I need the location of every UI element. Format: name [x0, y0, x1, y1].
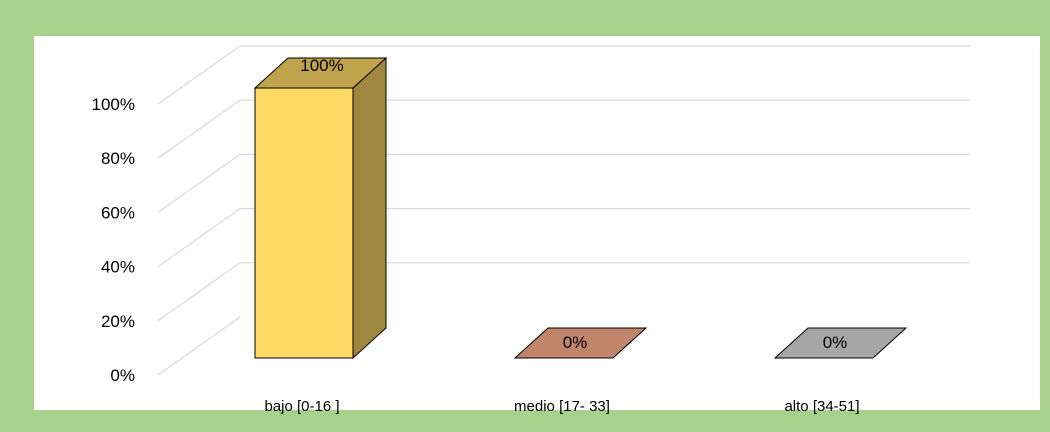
y-tick-label: 0%	[110, 366, 135, 385]
data-label: 100%	[300, 56, 343, 75]
gridline-side	[157, 208, 241, 268]
x-category-label: medio [17- 33]	[514, 398, 610, 415]
x-axis-categories: bajo [0-16 ] medio [17- 33] alto [34-51]	[264, 398, 859, 415]
gridline-side	[157, 45, 241, 105]
gridline-side	[157, 153, 241, 213]
bar-top	[773, 327, 908, 359]
bar-top	[253, 57, 388, 89]
x-category-label: alto [34-51]	[784, 398, 859, 415]
bar-top	[513, 327, 648, 359]
y-tick-label: 20%	[101, 312, 135, 331]
data-label: 0%	[823, 333, 848, 352]
bar-1	[253, 56, 388, 360]
data-labels: 100% 0% 0%	[300, 56, 847, 352]
bar-2	[513, 327, 648, 359]
bars	[253, 56, 908, 360]
data-label: 0%	[563, 333, 588, 352]
y-tick-label: 100%	[92, 95, 135, 114]
bar-side	[352, 56, 387, 360]
bar-3	[773, 327, 908, 359]
gridline-side	[157, 262, 241, 322]
gridline-side	[157, 99, 241, 159]
x-category-label: bajo [0-16 ]	[264, 398, 339, 415]
bar-front	[254, 87, 354, 359]
gridline-side	[157, 316, 241, 376]
y-tick-label: 60%	[101, 203, 135, 222]
y-tick-label: 80%	[101, 149, 135, 168]
y-tick-label: 40%	[101, 258, 135, 277]
y-axis-ticks: 0% 20% 40% 60% 80% 100%	[92, 95, 135, 385]
